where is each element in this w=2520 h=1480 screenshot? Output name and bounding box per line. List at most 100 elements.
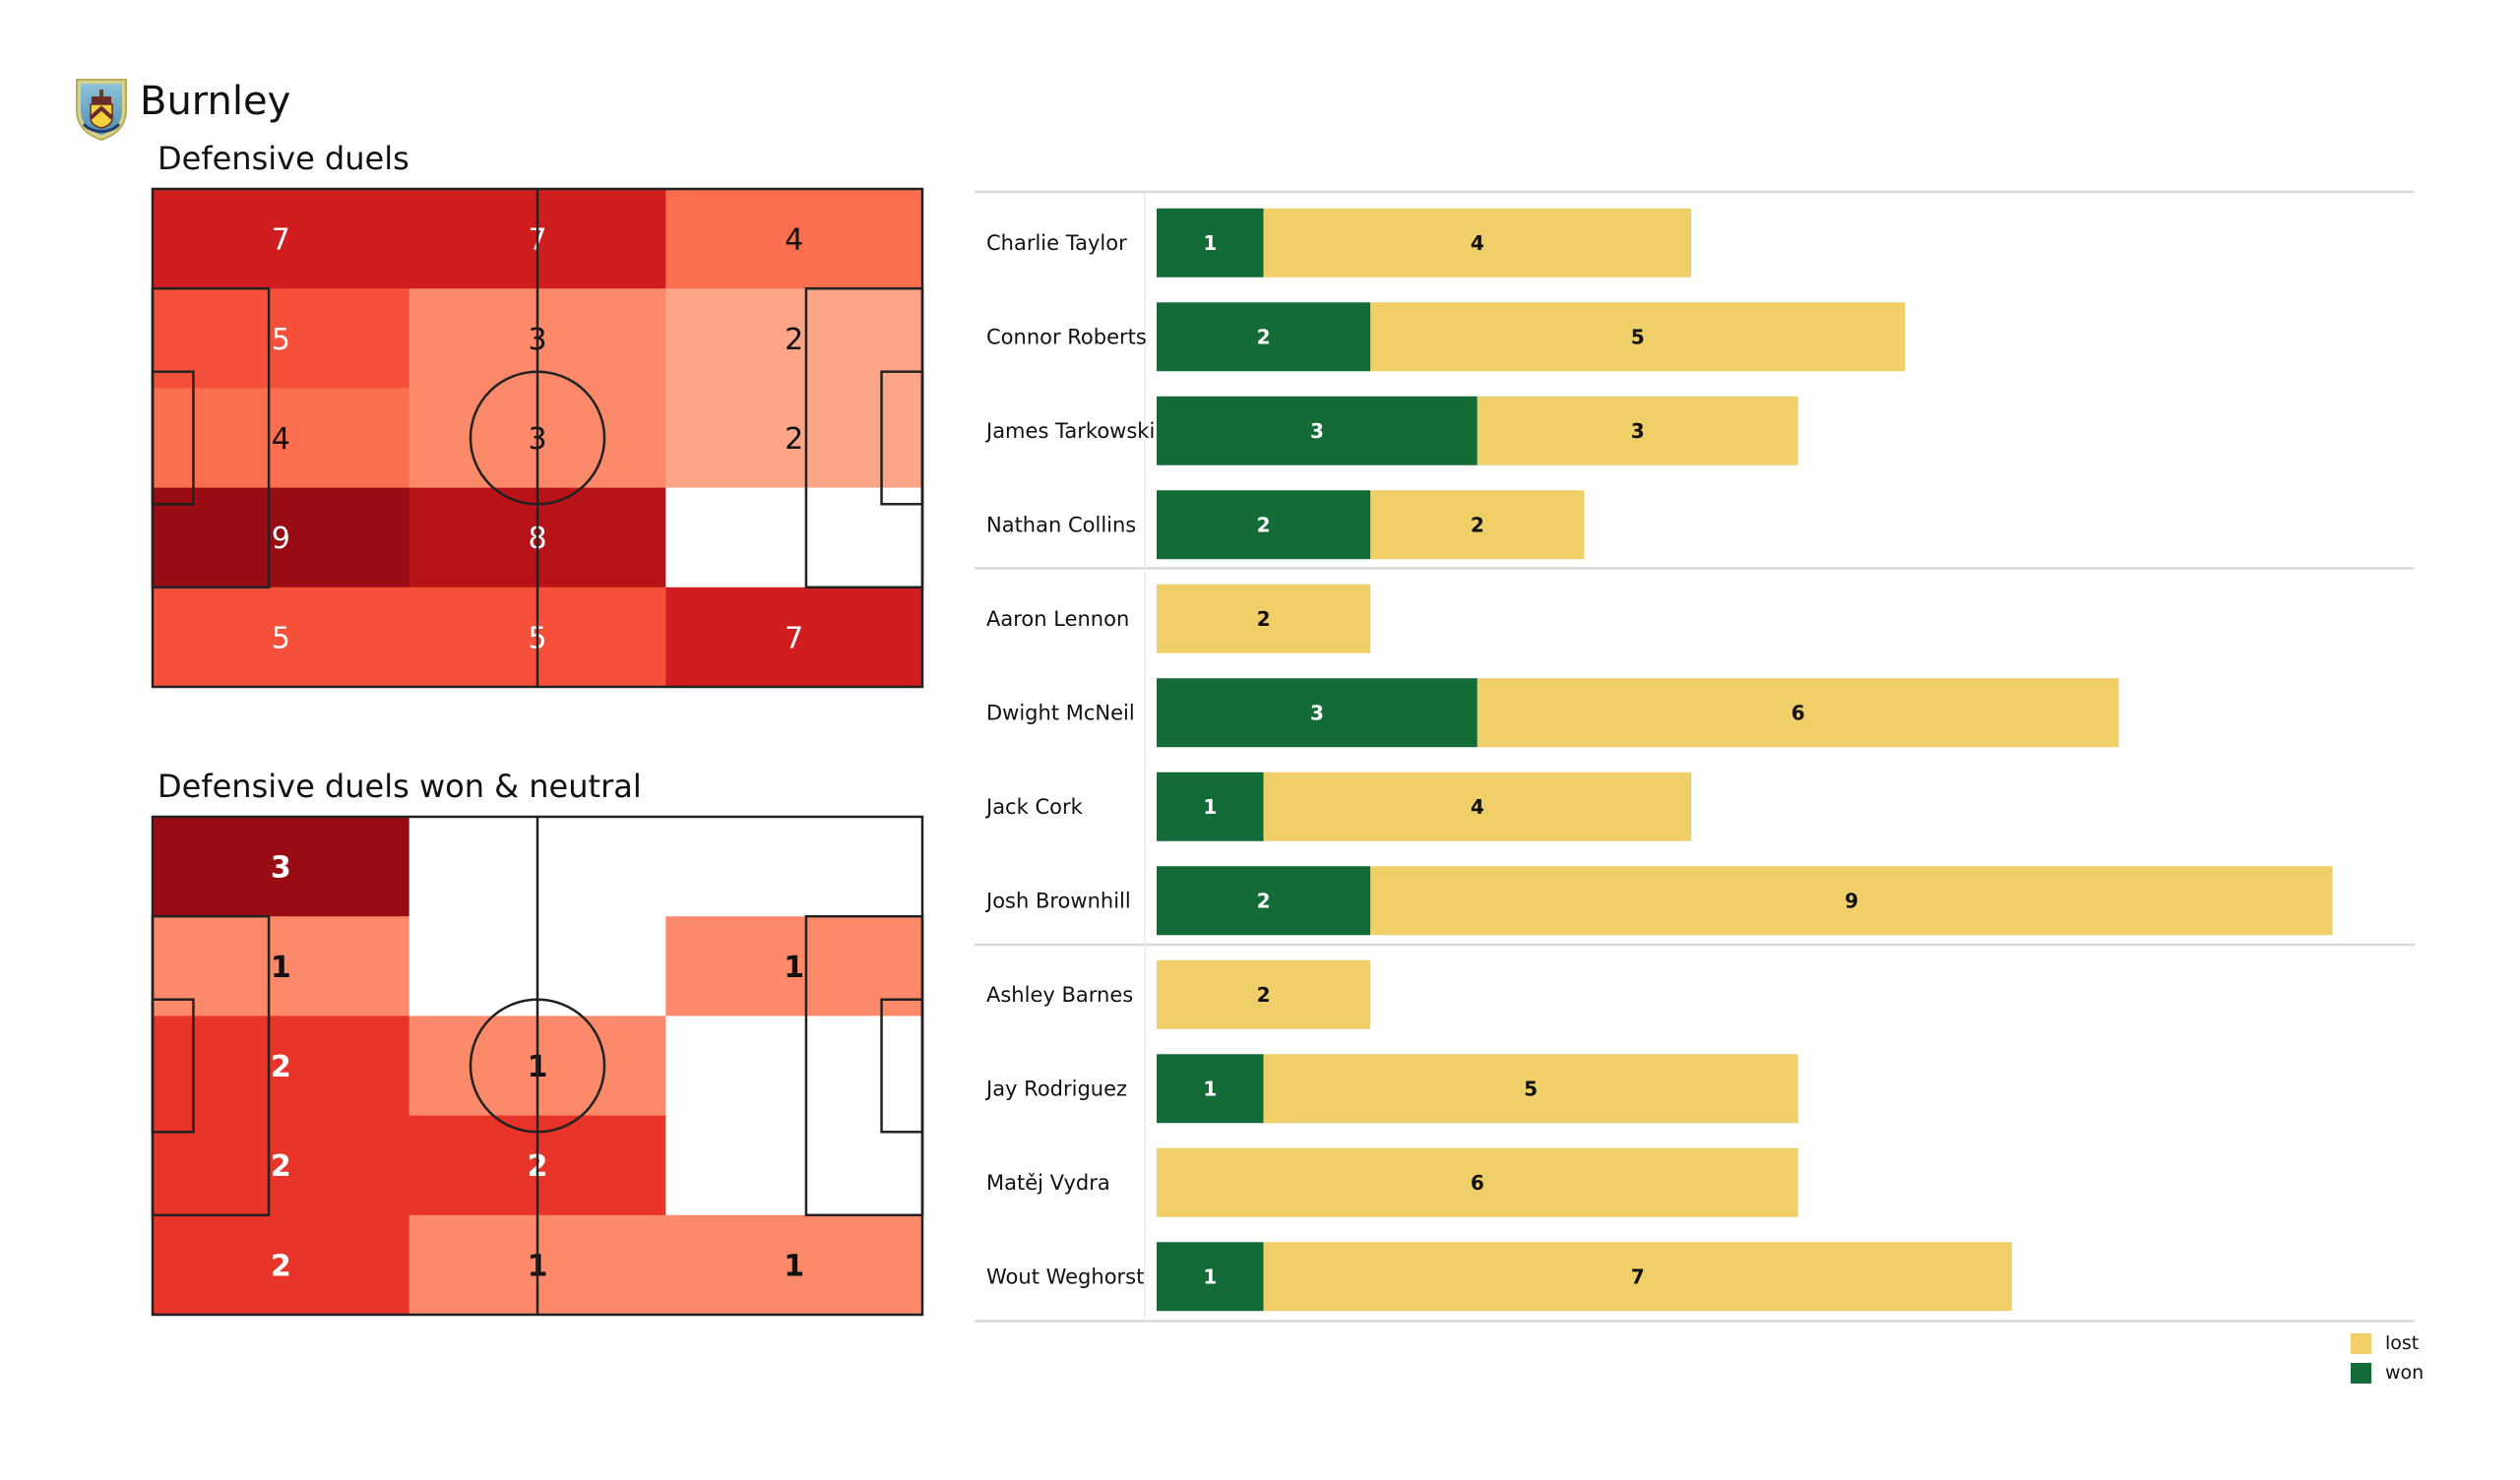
goal-box-left xyxy=(151,998,195,1134)
bar-lost-label: 6 xyxy=(1792,701,1805,724)
bar-lost xyxy=(1263,1242,2012,1312)
bar-lost-label: 6 xyxy=(1471,1171,1484,1195)
bar-lost xyxy=(1157,959,1371,1029)
heatmap-cell-label: 2 xyxy=(271,1149,291,1184)
player-name-label: Matěj Vydra xyxy=(986,1171,1110,1195)
bar-won xyxy=(1157,208,1264,278)
heatmap-cell-label: 7 xyxy=(785,621,803,655)
heatmap-title-won-neutral: Defensive duels won & neutral xyxy=(158,768,642,805)
legend-item-won: won xyxy=(2351,1358,2424,1388)
bar-won-label: 1 xyxy=(1203,231,1217,255)
heatmap-cell xyxy=(665,1214,923,1316)
goal-box-right xyxy=(880,370,924,506)
bar-won xyxy=(1157,490,1371,560)
player-name-label: Dwight McNeil xyxy=(986,701,1135,724)
player-name-label: Jack Cork xyxy=(984,795,1084,819)
heatmap-title-defensive-duels: Defensive duels xyxy=(158,140,410,177)
player-name-label: Aaron Lennon xyxy=(986,607,1129,631)
heatmap-cell-label: 4 xyxy=(272,422,290,457)
bar-lost-label: 4 xyxy=(1471,231,1484,255)
heatmap-cell xyxy=(665,817,923,917)
legend-item-lost: lost xyxy=(2351,1328,2424,1358)
heatmap-cell xyxy=(153,487,410,588)
bar-lost xyxy=(1157,1147,1798,1217)
bar-won xyxy=(1157,396,1478,465)
heatmap-cell xyxy=(153,916,410,1017)
bar-lost-label: 3 xyxy=(1631,419,1645,443)
heatmap-cell xyxy=(153,1016,410,1117)
heatmap-cell xyxy=(153,817,410,917)
heatmap-cell xyxy=(153,388,410,489)
player-name-label: Josh Brownhill xyxy=(984,889,1131,912)
heatmap-cell-label: 1 xyxy=(784,951,804,985)
player-name-label: Nathan Collins xyxy=(986,513,1136,536)
heatmap-cell xyxy=(665,1115,923,1216)
heatmap-cell-label: 3 xyxy=(271,851,291,886)
heatmap-cell-label: 5 xyxy=(272,323,290,357)
bar-lost xyxy=(1370,302,1906,372)
heatmap-cell xyxy=(153,288,410,389)
bar-won-label: 3 xyxy=(1310,701,1324,724)
bar-won-label: 2 xyxy=(1257,889,1271,912)
legend-label-lost: lost xyxy=(2385,1332,2420,1354)
heatmap-cell-label: 7 xyxy=(272,223,290,258)
heatmap-cell xyxy=(665,916,923,1017)
bar-lost xyxy=(1157,584,1371,653)
heatmap-cell xyxy=(665,1016,923,1117)
goal-box-left xyxy=(151,370,195,506)
bar-lost-label: 2 xyxy=(1471,513,1484,536)
heatmap-cell xyxy=(665,189,923,289)
bar-won-label: 1 xyxy=(1203,1264,1217,1288)
heatmap-cell xyxy=(153,189,410,289)
bar-won xyxy=(1157,866,1371,936)
bar-lost-label: 4 xyxy=(1471,795,1484,819)
bar-lost xyxy=(1370,866,2333,936)
heatmap-cell xyxy=(153,1214,410,1316)
heatmap-cell xyxy=(665,288,923,389)
goal-box-right xyxy=(880,998,924,1134)
bar-won xyxy=(1157,302,1371,372)
bar-lost-label: 5 xyxy=(1524,1077,1538,1100)
bar-lost xyxy=(1477,396,1798,465)
bar-lost-label: 5 xyxy=(1631,325,1645,348)
heatmap-cell xyxy=(665,388,923,489)
heatmap-cell xyxy=(153,586,410,688)
bar-lost xyxy=(1263,208,1691,278)
bar-won xyxy=(1157,678,1478,748)
bar-lost xyxy=(1263,771,1691,841)
bar-lost xyxy=(1263,1054,1798,1124)
bar-lost-label: 9 xyxy=(1845,889,1858,912)
bar-won-label: 3 xyxy=(1310,419,1324,443)
team-name: Burnley xyxy=(140,79,291,124)
bar-lost-label: 2 xyxy=(1257,607,1271,631)
heatmap-cell-label: 9 xyxy=(272,522,290,556)
center-circle xyxy=(469,998,606,1134)
bar-won-label: 1 xyxy=(1203,795,1217,819)
heatmap-cell-label: 2 xyxy=(785,323,803,357)
player-name-label: Connor Roberts xyxy=(986,325,1147,348)
legend-swatch-lost xyxy=(2351,1332,2371,1354)
heatmap-cell-label: 2 xyxy=(271,1249,291,1283)
heatmap-cell xyxy=(153,1115,410,1216)
heatmap-cell xyxy=(665,586,923,688)
heatmap-cell-label: 1 xyxy=(271,951,291,985)
bar-won xyxy=(1157,1054,1264,1124)
bar-lost xyxy=(1477,678,2119,748)
bar-won-label: 2 xyxy=(1257,513,1271,536)
heatmap-cell xyxy=(665,487,923,588)
bar-lost-label: 7 xyxy=(1631,1264,1645,1288)
heatmap-cell-label: 2 xyxy=(271,1050,291,1084)
legend-swatch-won xyxy=(2351,1362,2371,1384)
heatmap-cell-label: 5 xyxy=(272,621,290,655)
center-circle xyxy=(469,370,606,506)
bar-won-label: 1 xyxy=(1203,1077,1217,1100)
heatmap-cell-label: 2 xyxy=(785,422,803,457)
bar-won-label: 2 xyxy=(1257,325,1271,348)
heatmap-cell-label: 4 xyxy=(785,223,803,258)
player-name-label: Charlie Taylor xyxy=(986,231,1127,255)
heatmap-cell-label: 1 xyxy=(784,1249,804,1283)
legend-label-won: won xyxy=(2385,1362,2425,1384)
